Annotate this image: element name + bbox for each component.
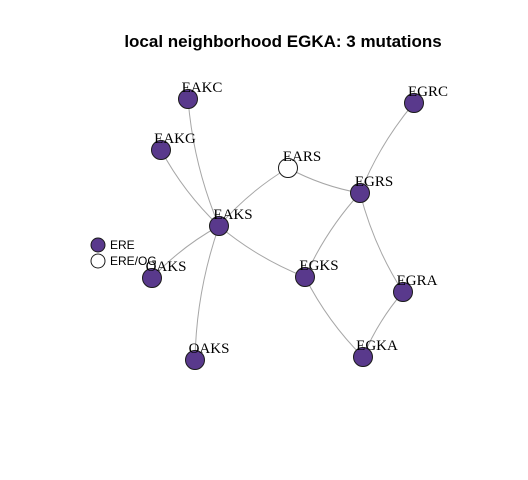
edge-egrs-egra bbox=[359, 192, 404, 293]
legend-swatch-1 bbox=[90, 253, 106, 269]
node-eakc bbox=[178, 89, 198, 109]
legend-label-0: ERE bbox=[110, 238, 135, 252]
node-eaks bbox=[209, 216, 229, 236]
node-label-eaks: EAKS bbox=[213, 207, 252, 223]
node-label-egra: EGRA bbox=[397, 273, 438, 289]
node-egrc bbox=[404, 93, 424, 113]
node-label-eakg: EAKG bbox=[154, 131, 196, 147]
node-oaks1 bbox=[142, 268, 162, 288]
node-label-egks: EGKS bbox=[299, 258, 338, 274]
node-egra bbox=[393, 282, 413, 302]
legend-swatch-0 bbox=[90, 237, 106, 253]
node-eakg bbox=[151, 140, 171, 160]
node-label-oaks2: OAKS bbox=[189, 341, 230, 357]
node-egka bbox=[353, 347, 373, 367]
legend: ERE ERE/OG bbox=[90, 237, 157, 269]
node-label-egrs: EGRS bbox=[355, 174, 393, 190]
node-label-ears: EARS bbox=[283, 149, 321, 165]
diagram-title: local neighborhood EGKA: 3 mutations bbox=[124, 32, 441, 51]
edge-ears-egrs bbox=[287, 167, 361, 194]
node-label-egrc: EGRC bbox=[408, 84, 448, 100]
edge-eakc-eaks bbox=[187, 98, 220, 227]
edge-eaks-egks bbox=[218, 225, 306, 278]
node-label-egka: EGKA bbox=[356, 338, 398, 354]
legend-label-1: ERE/OG bbox=[110, 254, 157, 268]
edge-eakg-eaks bbox=[160, 149, 220, 227]
edge-eaks-oaks2 bbox=[194, 225, 220, 361]
node-label-eakc: EAKC bbox=[182, 80, 223, 96]
node-oaks2 bbox=[185, 350, 205, 370]
edge-egrc-egrs bbox=[359, 102, 415, 194]
node-label-oaks1: OAKS bbox=[146, 259, 187, 275]
node-egrs bbox=[350, 183, 370, 203]
edge-egks-egka bbox=[304, 276, 364, 358]
node-ears bbox=[278, 158, 298, 178]
edge-egrs-egks bbox=[304, 192, 361, 278]
node-layer: EAKC EGRC EAKG EARS EGRS EAKS OAKS EGKS EGRA OAKS… bbox=[142, 80, 448, 370]
node-egks bbox=[295, 267, 315, 287]
